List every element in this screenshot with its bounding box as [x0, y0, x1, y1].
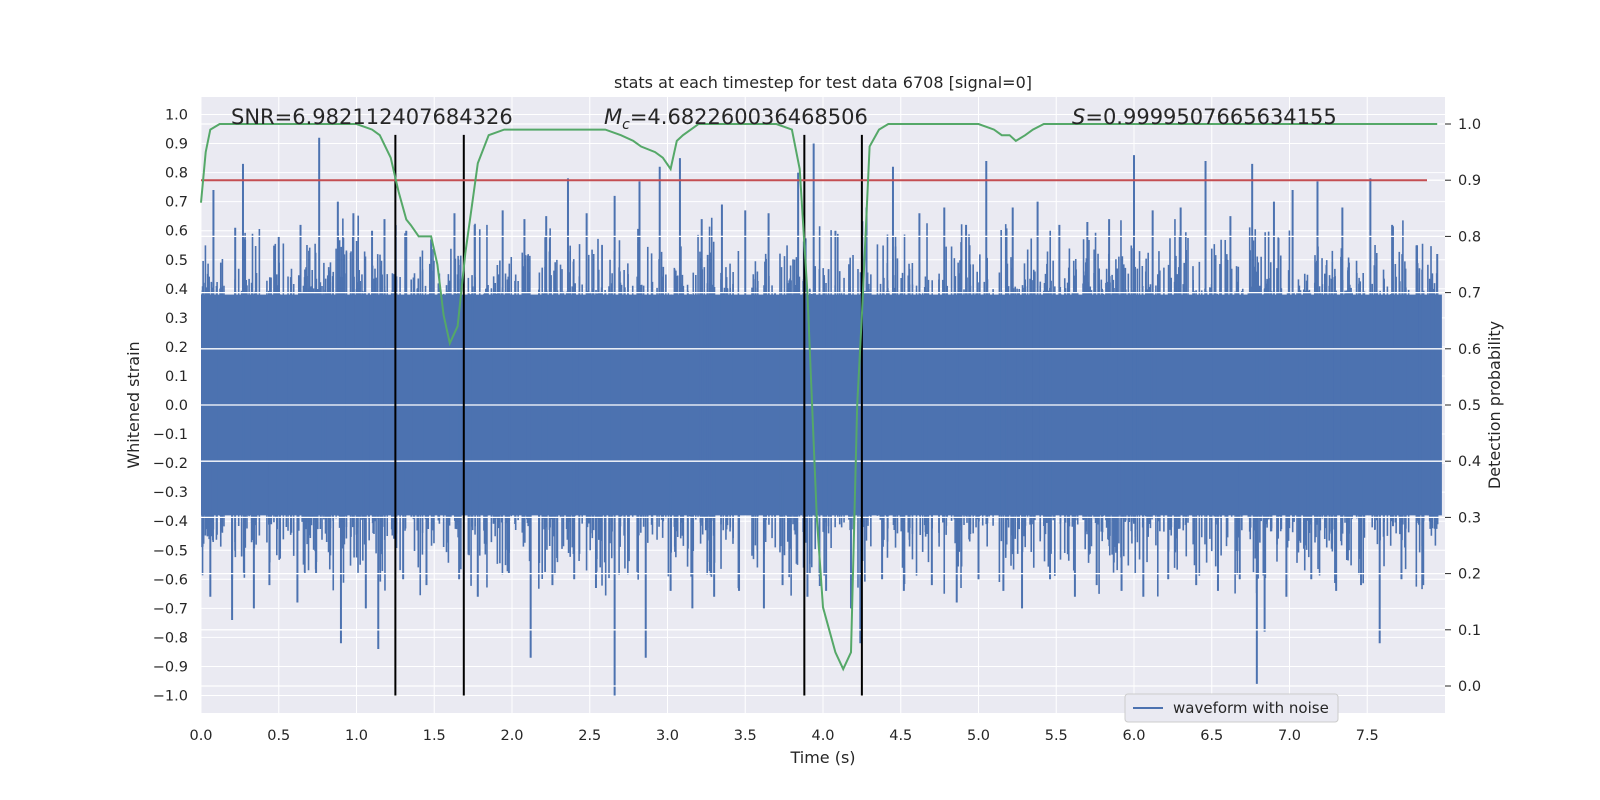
y-tick-label: 0.7	[165, 195, 188, 211]
x-tick-label: 0.0	[189, 728, 212, 744]
snr-annotation: SNR=6.982112407684326	[231, 105, 513, 129]
x-tick-label: 1.0	[345, 728, 368, 744]
y-tick-label: −0.6	[153, 572, 188, 588]
x-tick-label: 5.0	[967, 728, 990, 744]
y-tick-label: 1.0	[165, 108, 188, 124]
right-tick-label: 0.5	[1458, 398, 1481, 414]
legend-box	[1124, 693, 1339, 723]
right-tick-label: 0.2	[1458, 567, 1481, 583]
right-axis-label: Detection probability	[1485, 321, 1504, 489]
right-tick-label: 0.8	[1458, 229, 1481, 245]
x-tick-label: 3.5	[734, 728, 757, 744]
y-tick-label: −0.2	[153, 456, 188, 472]
y-tick-label: −0.9	[153, 659, 188, 675]
y-tick-label: 0.0	[165, 398, 188, 414]
x-tick-label: 5.5	[1045, 728, 1068, 744]
x-tick-labels: 0.0 0.5 1.0 1.5 2.0 2.5 3.0 3.5 4.0 4.5 5.0 5.5 6.0 6…	[189, 728, 1378, 744]
y-tick-label: −1.0	[153, 689, 188, 705]
waveform-noise-band	[201, 123, 1445, 687]
x-tick-label: 6.0	[1122, 728, 1145, 744]
x-tick-label: 6.5	[1200, 728, 1223, 744]
y-tick-label: −0.1	[153, 427, 188, 443]
y-tick-label: 0.5	[165, 253, 188, 269]
y-tick-label: 0.1	[165, 369, 188, 385]
s-annotation: S=0.9999507665634155	[1072, 105, 1337, 129]
legend: waveform with noise	[1124, 693, 1339, 723]
right-tick-label: 0.4	[1458, 454, 1481, 470]
y-tick-label: 0.3	[165, 311, 188, 327]
y-tick-label: 0.4	[165, 282, 188, 298]
legend-label: waveform with noise	[1173, 699, 1329, 717]
right-tick-label: 0.9	[1458, 173, 1481, 189]
y-tick-label: 0.9	[165, 137, 188, 153]
y-tick-label: −0.7	[153, 601, 188, 617]
y-tick-label: 0.2	[165, 340, 188, 356]
chirp-mass-annotation: Mc=4.682260036468506	[604, 105, 868, 133]
right-tick-label: 0.6	[1458, 342, 1481, 358]
right-tick-label: 1.0	[1458, 117, 1481, 133]
y-tick-label: 0.6	[165, 224, 188, 240]
y-tick-label: −0.5	[153, 543, 188, 559]
right-tick-labels: 0.0 0.1 0.2 0.3 0.4 0.5 0.6 0.7 0.8 0.9 1.0	[1445, 117, 1481, 695]
x-tick-label: 1.5	[423, 728, 446, 744]
x-tick-label: 7.0	[1278, 728, 1301, 744]
chirp-mass-subscript: c	[622, 117, 630, 133]
x-tick-label: 3.0	[656, 728, 679, 744]
x-axis-label: Time (s)	[789, 748, 855, 767]
chirp-mass-symbol: M	[604, 105, 622, 129]
x-tick-label: 7.5	[1356, 728, 1379, 744]
y-tick-labels: −1.0 −0.9 −0.8 −0.7 −0.6 −0.5 −0.4 −0.3 −0.2 −0.1…	[153, 108, 188, 705]
chirp-mass-value: =4.682260036468506	[630, 105, 868, 129]
right-tick-label: 0.7	[1458, 286, 1481, 302]
x-tick-label: 4.5	[889, 728, 912, 744]
right-tick-label: 0.1	[1458, 623, 1481, 639]
x-tick-label: 2.5	[578, 728, 601, 744]
x-tick-label: 4.0	[811, 728, 834, 744]
s-value: =0.9999507665634155	[1085, 105, 1336, 129]
chart-title: stats at each timestep for test data 670…	[614, 73, 1032, 92]
right-tick-label: 0.0	[1458, 679, 1481, 695]
right-tick-label: 0.3	[1458, 510, 1481, 526]
waveform-series	[201, 137, 1442, 696]
event-lines	[394, 134, 863, 696]
x-tick-label: 0.5	[267, 728, 290, 744]
y-tick-label: 0.8	[165, 166, 188, 182]
y-tick-label: −0.4	[153, 514, 188, 530]
s-symbol: S	[1072, 105, 1085, 129]
y-tick-label: −0.3	[153, 485, 188, 501]
detection-probability-line	[200, 123, 1438, 672]
y-axis-label: Whitened strain	[124, 341, 143, 468]
y-tick-label: −0.8	[153, 630, 188, 646]
x-tick-label: 2.0	[500, 728, 523, 744]
